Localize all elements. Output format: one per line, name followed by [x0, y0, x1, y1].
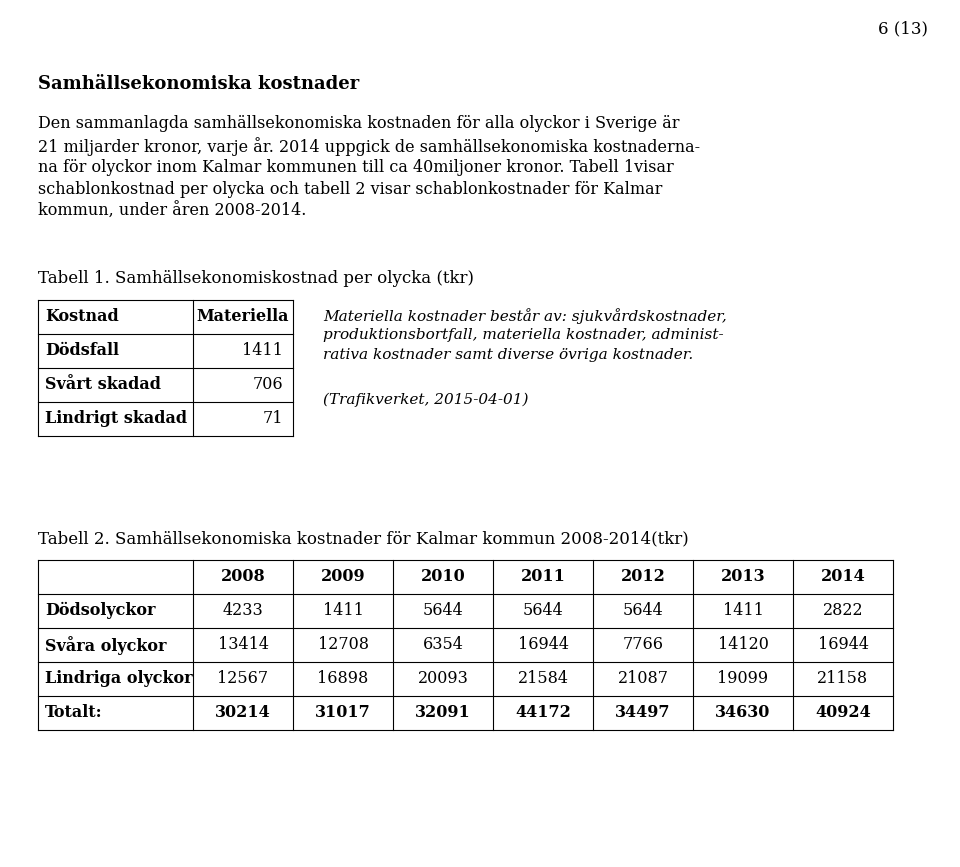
Text: 2011: 2011 — [520, 568, 565, 585]
Text: 31017: 31017 — [315, 704, 371, 721]
Text: (Trafikverket, 2015-04-01): (Trafikverket, 2015-04-01) — [323, 393, 529, 407]
Text: 5644: 5644 — [422, 602, 464, 619]
Text: 34630: 34630 — [715, 704, 771, 721]
Text: 32091: 32091 — [415, 704, 470, 721]
Text: 21 miljarder kronor, varje år. 2014 uppgick de samhällsekonomiska kostnaderna-: 21 miljarder kronor, varje år. 2014 uppg… — [38, 137, 700, 156]
Text: 2012: 2012 — [620, 568, 665, 585]
Text: 44172: 44172 — [516, 704, 571, 721]
Text: rativa kostnader samt diverse övriga kostnader.: rativa kostnader samt diverse övriga kos… — [323, 348, 693, 362]
Text: 13414: 13414 — [218, 636, 269, 653]
Text: 706: 706 — [252, 376, 283, 393]
Text: schablonkostnad per olycka och tabell 2 visar schablonkostnader för Kalmar: schablonkostnad per olycka och tabell 2 … — [38, 181, 662, 198]
Text: 34497: 34497 — [615, 704, 671, 721]
Text: Dödsfall: Dödsfall — [45, 342, 119, 359]
Text: 2013: 2013 — [721, 568, 765, 585]
Text: produktionsbortfall, materiella kostnader, administ-: produktionsbortfall, materiella kostnade… — [323, 328, 724, 342]
Text: 16898: 16898 — [318, 670, 369, 687]
Text: Svårt skadad: Svårt skadad — [45, 376, 161, 393]
Text: 20093: 20093 — [418, 670, 468, 687]
Text: 6354: 6354 — [422, 636, 464, 653]
Text: 2822: 2822 — [823, 602, 863, 619]
Text: 5644: 5644 — [623, 602, 663, 619]
Text: 7766: 7766 — [622, 636, 663, 653]
Text: 1411: 1411 — [723, 602, 763, 619]
Text: Tabell 1. Samhällsekonomiskostnad per olycka (tkr): Tabell 1. Samhällsekonomiskostnad per ol… — [38, 270, 474, 287]
Text: 2008: 2008 — [221, 568, 265, 585]
Text: 19099: 19099 — [717, 670, 769, 687]
Text: 40924: 40924 — [815, 704, 871, 721]
Text: Materiella: Materiella — [197, 308, 289, 325]
Text: 6 (13): 6 (13) — [878, 20, 928, 37]
Text: 1411: 1411 — [242, 342, 283, 359]
Text: 14120: 14120 — [717, 636, 768, 653]
Text: Kostnad: Kostnad — [45, 308, 119, 325]
Text: Tabell 2. Samhällsekonomiska kostnader för Kalmar kommun 2008-2014(tkr): Tabell 2. Samhällsekonomiska kostnader f… — [38, 530, 688, 547]
Text: Samhällsekonomiska kostnader: Samhällsekonomiska kostnader — [38, 75, 359, 93]
Text: 16944: 16944 — [818, 636, 869, 653]
Text: 4233: 4233 — [223, 602, 263, 619]
Text: 21584: 21584 — [517, 670, 568, 687]
Text: Den sammanlagda samhällsekonomiska kostnaden för alla olyckor i Sverige är: Den sammanlagda samhällsekonomiska kostn… — [38, 115, 680, 132]
Text: 5644: 5644 — [522, 602, 564, 619]
Text: 21158: 21158 — [817, 670, 869, 687]
Text: 1411: 1411 — [323, 602, 364, 619]
Text: 2010: 2010 — [420, 568, 466, 585]
Text: 30214: 30214 — [215, 704, 271, 721]
Text: 16944: 16944 — [517, 636, 568, 653]
Text: Materiella kostnader består av: sjukvårdskostnader,: Materiella kostnader består av: sjukvård… — [323, 308, 727, 324]
Text: 2009: 2009 — [321, 568, 366, 585]
Text: na för olyckor inom Kalmar kommunen till ca 40miljoner kronor. Tabell 1visar: na för olyckor inom Kalmar kommunen till… — [38, 159, 674, 176]
Text: 2014: 2014 — [821, 568, 865, 585]
Text: 71: 71 — [262, 410, 283, 427]
Text: Dödsolyckor: Dödsolyckor — [45, 602, 156, 619]
Text: Totalt:: Totalt: — [45, 704, 103, 721]
Text: Lindrigt skadad: Lindrigt skadad — [45, 410, 187, 427]
Text: 21087: 21087 — [617, 670, 668, 687]
Text: Svåra olyckor: Svåra olyckor — [45, 636, 166, 655]
Text: 12567: 12567 — [217, 670, 269, 687]
Text: kommun, under åren 2008-2014.: kommun, under åren 2008-2014. — [38, 203, 306, 220]
Text: Lindriga olyckor: Lindriga olyckor — [45, 670, 193, 687]
Text: 12708: 12708 — [318, 636, 369, 653]
